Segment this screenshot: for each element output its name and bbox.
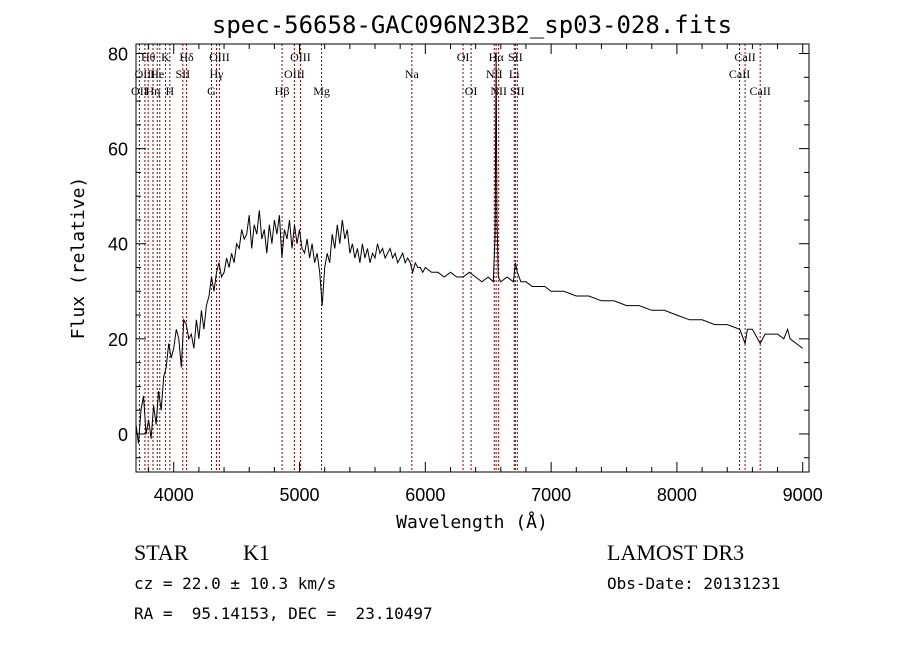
line-label: Hθ [141,50,156,64]
object-class: STAR [134,540,189,565]
line-label: Hδ [179,50,194,64]
line-label: OI [465,84,478,98]
line-label: OI [457,50,470,64]
line-label: SII [175,67,190,81]
y-tick-label: 40 [108,235,128,255]
line-label: CaII [750,84,771,98]
observation-date: Obs-Date: 20131231 [607,574,781,593]
line-label: OII [131,84,148,98]
y-tick-label: 0 [118,425,128,445]
line-label: He [150,67,164,81]
x-axis-label: Wavelength (Å) [396,511,548,533]
y-tick-label: 20 [108,330,128,350]
y-axis-label: Flux (relative) [68,177,89,340]
line-label: OIII [290,50,311,64]
line-label: NII [490,84,507,98]
line-label: Hβ [275,84,290,98]
line-labels: OIIOIIIHθHηHeKHSIIHδGHγOIIIHβOIIIOIIIMgN… [131,50,771,98]
line-markers [138,44,761,472]
line-label: SII [508,50,523,64]
line-label: Na [405,67,420,81]
spectrum-line [135,53,804,444]
line-label: Mg [313,84,330,98]
x-tick-label: 5000 [280,485,320,505]
object-subclass: K1 [243,540,270,565]
line-label: Hη [146,84,161,98]
line-label: Hγ [210,67,225,81]
line-label: K [161,50,170,64]
x-tick-label: 7000 [531,485,571,505]
line-label: G [207,84,216,98]
coordinates: RA = 95.14153, DEC = 23.10497 [134,604,433,623]
y-tick-label: 80 [108,45,128,65]
y-tick-label: 60 [108,140,128,160]
redshift-velocity: cz = 22.0 ± 10.3 km/s [134,574,337,593]
line-label: OIII [284,67,305,81]
chart-title: spec-56658-GAC096N23B2_sp03-028.fits [212,11,732,39]
line-label: Li [509,67,520,81]
line-label: SII [510,84,525,98]
plot-frame [135,43,810,473]
x-tick-label: 6000 [405,485,445,505]
line-label: OIII [209,50,230,64]
line-label: CaII [729,67,750,81]
x-axis: 4000 5000 6000 7000 8000 9000 [148,44,823,505]
x-tick-label: 4000 [154,485,194,505]
y-axis: 0 20 40 60 80 [108,45,809,459]
x-tick-label: 8000 [657,485,697,505]
x-tick-label: 9000 [783,485,823,505]
line-label: CaII [734,50,755,64]
line-label: NII [486,67,503,81]
survey-name: LAMOST DR3 [607,540,745,565]
line-label: H [166,84,175,98]
